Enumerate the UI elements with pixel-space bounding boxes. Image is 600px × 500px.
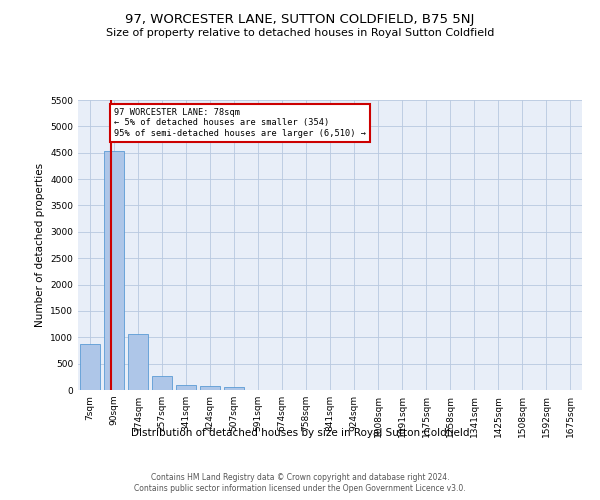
Text: Contains public sector information licensed under the Open Government Licence v3: Contains public sector information licen… <box>134 484 466 493</box>
Bar <box>200 386 220 390</box>
Text: Distribution of detached houses by size in Royal Sutton Coldfield: Distribution of detached houses by size … <box>131 428 469 438</box>
Bar <box>176 386 196 390</box>
Bar <box>152 376 172 390</box>
Text: 97, WORCESTER LANE, SUTTON COLDFIELD, B75 5NJ: 97, WORCESTER LANE, SUTTON COLDFIELD, B7… <box>125 12 475 26</box>
Y-axis label: Number of detached properties: Number of detached properties <box>35 163 44 327</box>
Bar <box>224 387 244 390</box>
Bar <box>128 334 148 390</box>
Text: 97 WORCESTER LANE: 78sqm
← 5% of detached houses are smaller (354)
95% of semi-d: 97 WORCESTER LANE: 78sqm ← 5% of detache… <box>114 108 366 138</box>
Text: Contains HM Land Registry data © Crown copyright and database right 2024.: Contains HM Land Registry data © Crown c… <box>151 472 449 482</box>
Bar <box>104 150 124 390</box>
Text: Size of property relative to detached houses in Royal Sutton Coldfield: Size of property relative to detached ho… <box>106 28 494 38</box>
Bar <box>80 344 100 390</box>
